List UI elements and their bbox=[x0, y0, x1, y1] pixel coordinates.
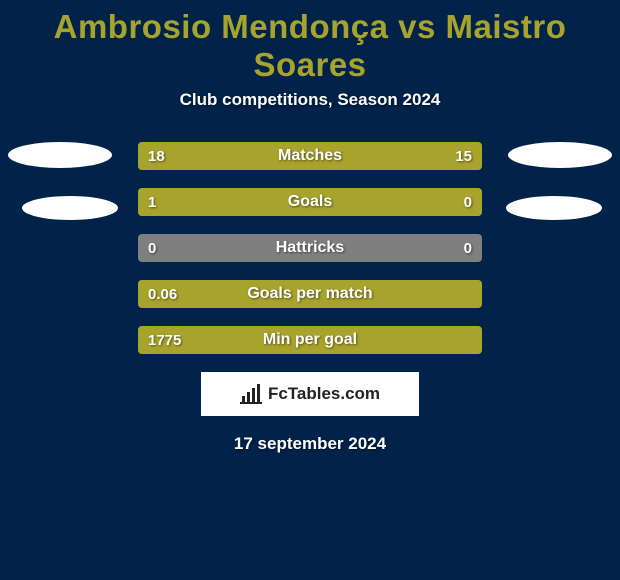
stat-bar-row: 00Hattricks bbox=[138, 234, 482, 262]
stat-bar-row: 1815Matches bbox=[138, 142, 482, 170]
stat-label: Goals bbox=[138, 188, 482, 216]
chart-icon bbox=[240, 384, 262, 404]
content-area: 1815Matches 10Goals 00Hattricks 0.06Goals p… bbox=[0, 142, 620, 454]
avatar-right-1 bbox=[508, 142, 612, 168]
logo-text: FcTables.com bbox=[268, 384, 380, 404]
page-title: Ambrosio Mendonça vs Maistro Soares bbox=[0, 0, 620, 84]
avatar-left-1 bbox=[8, 142, 112, 168]
avatar-right-2 bbox=[506, 196, 602, 220]
footer-date: 17 september 2024 bbox=[0, 434, 620, 454]
stat-label: Matches bbox=[138, 142, 482, 170]
stat-bar-row: 1775Min per goal bbox=[138, 326, 482, 354]
page-subtitle: Club competitions, Season 2024 bbox=[0, 90, 620, 110]
stat-bar-row: 10Goals bbox=[138, 188, 482, 216]
stat-bar-row: 0.06Goals per match bbox=[138, 280, 482, 308]
infographic-canvas: Ambrosio Mendonça vs Maistro Soares Club… bbox=[0, 0, 620, 580]
stat-label: Goals per match bbox=[138, 280, 482, 308]
stat-label: Hattricks bbox=[138, 234, 482, 262]
stat-label: Min per goal bbox=[138, 326, 482, 354]
logo-box: FcTables.com bbox=[201, 372, 419, 416]
stat-bars-container: 1815Matches 10Goals 00Hattricks 0.06Goals p… bbox=[138, 142, 482, 354]
avatar-left-2 bbox=[22, 196, 118, 220]
